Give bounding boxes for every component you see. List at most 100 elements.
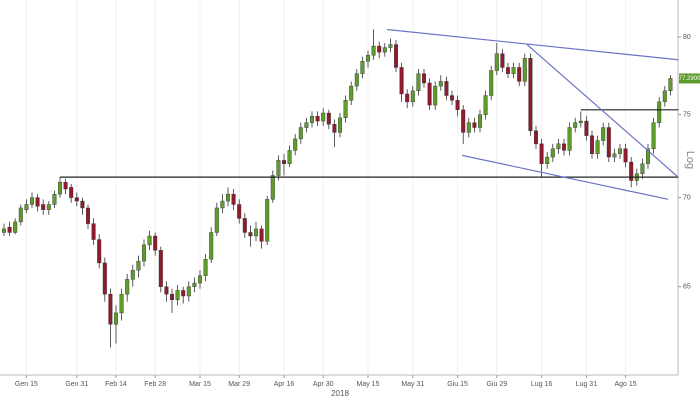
candle-body <box>338 117 343 133</box>
candle-body <box>136 260 141 271</box>
candle-body <box>651 122 656 149</box>
candle-body <box>24 204 29 210</box>
candle-body <box>265 199 270 242</box>
candle-body <box>220 200 225 209</box>
candle-body <box>282 160 287 164</box>
x-tick-label: Ago 15 <box>615 381 637 388</box>
candle-body <box>169 293 174 300</box>
candle-body <box>46 204 51 210</box>
trendline <box>461 154 669 200</box>
candle-body <box>192 282 197 287</box>
candle-body <box>567 127 572 151</box>
candle-body <box>80 200 85 209</box>
y-tick-label: 80 <box>683 34 691 41</box>
candle-body <box>125 279 130 295</box>
candle-body <box>405 93 410 103</box>
candle-body <box>494 53 499 71</box>
x-tick-label: Gen 15 <box>15 381 38 388</box>
price-tag-label: 77.2900 <box>679 76 700 82</box>
candle-body <box>640 163 645 174</box>
candle-body <box>225 193 230 202</box>
candle-body <box>326 112 331 125</box>
y-axis-label: Log <box>684 151 696 169</box>
candle-body <box>377 45 382 53</box>
candle-body <box>147 235 152 246</box>
candle-body <box>287 150 292 164</box>
candle-body <box>69 187 74 198</box>
candle-body <box>310 116 315 123</box>
candle-body <box>450 95 455 101</box>
candle-body <box>433 85 438 106</box>
candle-body <box>444 81 449 96</box>
candle-body <box>360 61 365 74</box>
candle-body <box>371 45 376 56</box>
candle-body <box>427 82 432 106</box>
candle-body <box>590 135 595 154</box>
candle-body <box>562 143 567 151</box>
candle-body <box>209 232 214 260</box>
x-tick-label: May 15 <box>357 381 380 388</box>
x-tick-label: Gen 31 <box>65 381 88 388</box>
candle-body <box>399 67 404 95</box>
candle-body <box>18 207 23 223</box>
candle-body <box>349 85 354 101</box>
candle-body <box>545 156 550 164</box>
candle-body <box>97 239 102 264</box>
candle-body <box>237 204 242 219</box>
x-tick-label: Mar 15 <box>189 381 211 388</box>
x-tick-label: Feb 14 <box>105 381 127 388</box>
x-tick-label: May 31 <box>401 381 424 388</box>
candle-body <box>623 148 628 163</box>
candle-body <box>422 73 427 84</box>
candle-body <box>438 81 443 87</box>
candle-body <box>203 259 208 276</box>
candle-body <box>91 223 96 240</box>
candle-body <box>248 232 253 237</box>
candle-body <box>410 90 415 103</box>
candle-body <box>321 112 326 122</box>
candle-body <box>394 44 399 68</box>
candle-body <box>478 114 483 128</box>
candle-body <box>343 100 348 119</box>
x-tick-label: Apr 16 <box>274 381 295 388</box>
candle-body <box>382 47 387 53</box>
candle-body <box>517 67 522 82</box>
candle-body <box>164 286 169 295</box>
y-tick-label: 75 <box>683 111 691 118</box>
candle-body <box>483 95 488 115</box>
y-tick-label: 65 <box>683 284 691 291</box>
candle-body <box>41 204 46 210</box>
x-tick-label: Lug 16 <box>531 381 553 388</box>
x-tick-label: Giu 29 <box>486 381 507 388</box>
candle-body <box>186 286 191 297</box>
candle-body <box>646 148 651 164</box>
candle-body <box>584 120 589 136</box>
candle-body <box>231 193 236 205</box>
candle-body <box>259 228 264 242</box>
candle-body <box>270 175 275 200</box>
candle-body <box>550 148 555 158</box>
price-tag <box>679 73 700 84</box>
candle-body <box>2 228 6 233</box>
candle-body <box>74 197 79 202</box>
candle-body <box>629 161 634 181</box>
candle-body <box>388 44 393 48</box>
candle-body <box>304 122 309 128</box>
candle-body <box>102 262 107 295</box>
candle-body <box>113 312 118 325</box>
candle-body <box>13 221 18 233</box>
candle-body <box>466 122 471 133</box>
candle-body <box>472 122 477 128</box>
candle-body <box>528 58 533 131</box>
candle-body <box>601 127 606 141</box>
candle-body <box>119 293 124 314</box>
candle-body <box>662 90 667 103</box>
x-tick-label: Apr 30 <box>313 381 334 388</box>
candle-body <box>539 143 544 164</box>
candle-body <box>612 153 617 158</box>
candle-body <box>276 160 281 176</box>
candle-body <box>332 124 337 133</box>
candle-body <box>354 73 359 87</box>
candle-body <box>298 127 303 140</box>
